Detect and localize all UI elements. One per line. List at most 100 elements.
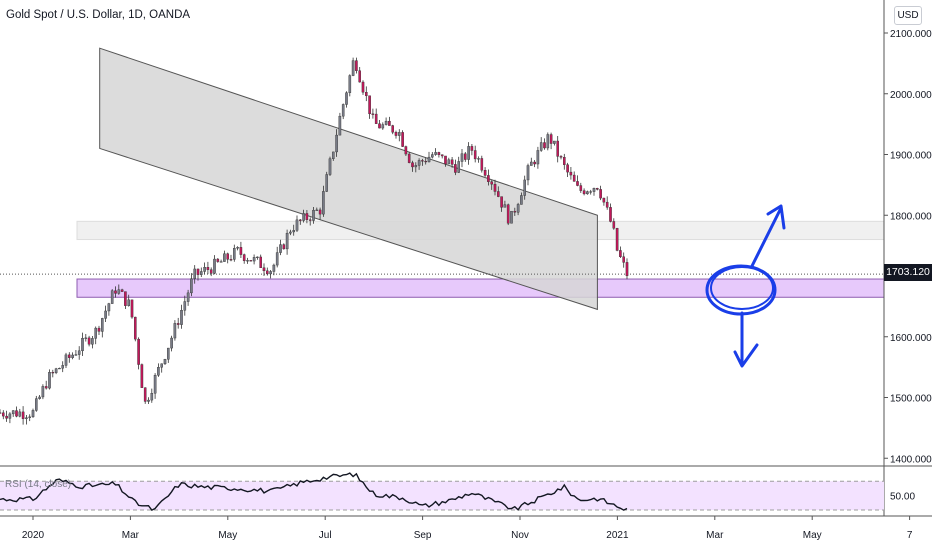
- candle-body: [127, 299, 130, 306]
- price-tick-label: 1900.000: [890, 151, 932, 162]
- candle-body: [572, 174, 576, 182]
- candle-body: [599, 189, 602, 199]
- candle-body: [1, 412, 5, 417]
- candle-body: [48, 372, 51, 389]
- candle-body: [272, 264, 276, 272]
- time-tick-label: May: [803, 530, 822, 541]
- candle-body: [67, 354, 71, 358]
- candle-body: [120, 289, 124, 292]
- rsi-indicator-label[interactable]: RSI (14, close): [5, 479, 72, 490]
- candle-body: [398, 132, 401, 136]
- candle-body: [305, 213, 309, 220]
- candle-body: [543, 142, 546, 149]
- time-tick-label: Mar: [706, 530, 724, 541]
- rsi-band: [0, 481, 884, 510]
- candle-body: [510, 210, 513, 224]
- time-tick-label: 2020: [22, 530, 45, 541]
- candle-body: [140, 364, 144, 388]
- candle-body: [325, 174, 329, 192]
- candle-body: [388, 120, 391, 126]
- candle-body: [384, 120, 388, 125]
- candle-body: [110, 290, 114, 304]
- candle-body: [533, 161, 536, 165]
- candle-body: [609, 207, 612, 222]
- candle-body: [546, 134, 550, 149]
- candle-body: [94, 327, 97, 339]
- candle-body: [176, 323, 180, 325]
- candle-body: [186, 292, 190, 302]
- price-tick-label: 2000.000: [890, 90, 932, 101]
- candle-body: [206, 267, 210, 270]
- candle-body: [81, 337, 84, 352]
- candle-body: [166, 347, 170, 360]
- candle-body: [612, 221, 616, 229]
- candle-body: [345, 92, 348, 105]
- candle-body: [51, 372, 55, 374]
- candle-body: [493, 183, 497, 192]
- candle-body: [497, 191, 500, 197]
- candle-body: [226, 253, 230, 260]
- candle-body: [160, 363, 164, 368]
- candle-body: [477, 158, 480, 160]
- time-tick-label: Sep: [414, 530, 432, 541]
- candle-body: [582, 190, 586, 195]
- symbol-title: Gold Spot / U.S. Dollar, 1D, OANDA: [6, 9, 191, 21]
- candle-body: [242, 254, 246, 262]
- candle-body: [506, 204, 510, 224]
- candle-body: [417, 160, 421, 166]
- candle-body: [332, 151, 335, 159]
- rsi-line: [0, 472, 628, 511]
- candle-body: [460, 153, 464, 162]
- candle-body: [378, 123, 381, 129]
- price-tick-label: 2100.000: [890, 29, 932, 40]
- candle-body: [239, 247, 243, 255]
- candle-body: [0, 412, 2, 414]
- candle-body: [450, 159, 454, 165]
- candle-body: [523, 179, 526, 196]
- candle-body: [444, 155, 447, 165]
- currency-button[interactable]: USD: [894, 6, 922, 25]
- candle-body: [318, 209, 322, 215]
- candle-body: [302, 213, 305, 221]
- candle-body: [87, 337, 91, 345]
- candle-body: [394, 132, 398, 136]
- candle-body: [236, 247, 239, 249]
- candle-body: [256, 256, 259, 258]
- candle-body: [500, 196, 503, 208]
- candle-body: [473, 150, 477, 160]
- candle-body: [368, 95, 371, 115]
- candle-body: [602, 197, 606, 203]
- candles: [0, 57, 629, 425]
- candle-body: [295, 219, 299, 231]
- candle-body: [173, 323, 177, 339]
- candle-body: [464, 153, 467, 160]
- candle-body: [71, 354, 74, 358]
- candle-body: [262, 267, 266, 272]
- candle-body: [282, 244, 286, 250]
- candle-body: [586, 191, 589, 195]
- candle-body: [619, 250, 622, 257]
- candle-body: [61, 365, 64, 369]
- candle-body: [516, 204, 520, 213]
- candle-body: [605, 201, 609, 208]
- candle-body: [411, 162, 414, 168]
- time-tick-label: May: [218, 530, 237, 541]
- candle-body: [104, 310, 107, 319]
- candle-body: [163, 359, 167, 365]
- candle-body: [193, 268, 197, 279]
- candle-body: [328, 158, 332, 175]
- candle-body: [341, 104, 345, 117]
- candle-body: [157, 367, 160, 376]
- candle-body: [91, 338, 94, 345]
- candle-body: [74, 354, 78, 356]
- candle-body: [84, 337, 88, 339]
- candle-body: [275, 252, 279, 266]
- candle-body: [338, 115, 342, 136]
- candle-body: [322, 191, 325, 215]
- candle-body: [279, 244, 282, 253]
- candle-body: [625, 262, 629, 276]
- candle-body: [15, 410, 18, 417]
- candle-body: [579, 185, 583, 191]
- candle-body: [454, 164, 457, 173]
